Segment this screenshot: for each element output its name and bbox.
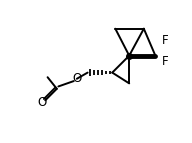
- Text: F: F: [161, 55, 168, 68]
- Text: O: O: [38, 96, 47, 109]
- Text: F: F: [161, 34, 168, 47]
- Text: O: O: [72, 72, 81, 85]
